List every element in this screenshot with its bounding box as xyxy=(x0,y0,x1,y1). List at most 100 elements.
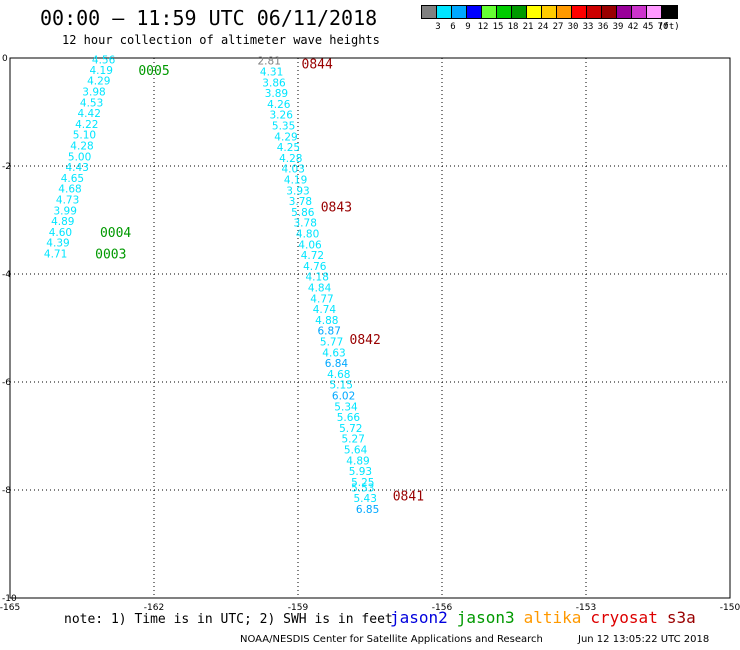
legend-label: 3 xyxy=(435,22,441,32)
y-tick-label: -4 xyxy=(2,270,11,280)
x-tick-label: -159 xyxy=(288,603,309,613)
legend-label: 39 xyxy=(612,22,624,32)
pass-time-label: 0003 xyxy=(95,247,126,262)
swh-point-label: 4.28 xyxy=(70,140,93,152)
legend-label: 33 xyxy=(582,22,594,32)
pass-time-label: 0004 xyxy=(100,226,131,241)
plot-frame xyxy=(9,57,731,599)
swh-point-label: 2.81 xyxy=(258,56,281,68)
pass-time-label: 0844 xyxy=(302,57,333,72)
swh-point-label: 3.99 xyxy=(54,205,77,217)
satellite-altika: altika xyxy=(523,608,582,627)
legend-label: 21 xyxy=(522,22,534,32)
pass-time-label: 0843 xyxy=(321,201,352,216)
swh-point-label: 4.22 xyxy=(75,119,98,131)
swh-point-label: 5.00 xyxy=(68,151,91,163)
legend-label: 36 xyxy=(597,22,609,32)
swh-point-label: 4.76 xyxy=(303,261,327,273)
x-tick-label: -153 xyxy=(576,603,596,613)
satellite-cryosat: cryosat xyxy=(590,608,658,627)
swh-point-label: 4.72 xyxy=(301,250,324,262)
swh-point-label: 4.84 xyxy=(308,283,332,295)
generation-timestamp: Jun 12 13:05:22 UTC 2018 xyxy=(578,634,710,645)
x-tick-label: -150 xyxy=(720,603,740,613)
swh-point-label: 4.26 xyxy=(267,99,291,111)
satellite-jason2: jason2 xyxy=(390,608,448,627)
swh-point-label: 4.89 xyxy=(51,216,74,228)
units-note: note: 1) Time is in UTC; 2) SWH is in fe… xyxy=(64,612,393,627)
swh-point-label: 3.93 xyxy=(286,185,309,197)
swh-point-label: 5.10 xyxy=(73,130,96,142)
swh-point-label: 4.39 xyxy=(46,238,69,250)
y-tick-label: -6 xyxy=(2,378,11,388)
swh-point-label: 4.77 xyxy=(310,293,333,305)
legend-label: 12 xyxy=(477,22,489,32)
swh-point-label: 5.64 xyxy=(344,445,368,457)
swh-point-label: 5.72 xyxy=(339,423,362,435)
chart-title: 00:00 – 11:59 UTC 06/11/2018 xyxy=(40,6,378,30)
y-tick-label: 0 xyxy=(2,54,8,64)
x-tick-label: -156 xyxy=(432,603,453,613)
swh-point-label: 5.66 xyxy=(337,412,361,424)
legend-label: 27 xyxy=(552,22,564,32)
swh-point-label: 5.35 xyxy=(272,121,295,133)
swh-point-label: 6.85 xyxy=(356,504,379,516)
swh-point-label: 4.74 xyxy=(313,304,337,316)
swh-point-label: 3.98 xyxy=(82,86,105,98)
swh-point-label: 4.89 xyxy=(346,455,369,467)
swh-point-label: 4.65 xyxy=(61,173,84,185)
swh-point-label: 5.27 xyxy=(342,434,365,446)
swh-point-label: 3.26 xyxy=(270,110,294,122)
pass-time-label: 0841 xyxy=(393,489,424,504)
satellite-s3a: s3a xyxy=(666,608,696,627)
swh-point-label: 5.43 xyxy=(354,493,377,505)
swh-point-label: 4.29 xyxy=(274,131,297,143)
swh-point-label: 5.34 xyxy=(334,401,358,413)
swh-point-label: 4.03 xyxy=(282,164,305,176)
legend-label: 15 xyxy=(492,22,504,32)
swh-point-label: 4.28 xyxy=(279,153,302,165)
swh-point-label: 4.71 xyxy=(44,248,67,260)
legend-label: 42 xyxy=(627,22,639,32)
legend-unit: (ft) xyxy=(658,22,680,32)
swh-point-label: 4.42 xyxy=(78,108,101,120)
axis-ticks: -165 -162 -159 -156 -153 -150 0 -2 -4 -6 -8 -10 xyxy=(0,54,740,613)
satellite-legend: jason2 jason3 altika cryosat s3a xyxy=(390,608,705,627)
swh-point-label: 4.68 xyxy=(58,184,81,196)
legend-label: 70 xyxy=(657,22,669,32)
swh-point-label: 4.19 xyxy=(90,65,113,77)
legend-label: 18 xyxy=(507,22,519,32)
swh-point-label: 5.53 xyxy=(351,482,374,494)
legend-label: 45 xyxy=(642,22,654,32)
swh-point-label: 3.78 xyxy=(289,196,312,208)
legend-label: 24 xyxy=(537,22,549,32)
swh-point-label: 4.73 xyxy=(56,194,79,206)
legend-swatch xyxy=(661,5,678,19)
x-tick-label: -165 xyxy=(0,603,20,613)
swh-point-label: 4.53 xyxy=(80,97,103,109)
legend-label: 30 xyxy=(567,22,579,32)
swh-point-label: 3.89 xyxy=(265,88,288,100)
swh-point-label: 4.56 xyxy=(92,55,116,67)
legend-label: 6 xyxy=(450,22,456,32)
swh-point-label: 4.63 xyxy=(322,347,345,359)
swh-point-label: 4.29 xyxy=(87,76,110,88)
swh-point-label: 3.78 xyxy=(294,218,317,230)
x-tick-label: -162 xyxy=(144,603,164,613)
swh-point-label: 4.60 xyxy=(49,227,72,239)
satellite-jason3: jason3 xyxy=(456,608,515,627)
swh-point-label: 5.93 xyxy=(349,466,372,478)
swh-point-label: 4.31 xyxy=(260,67,283,79)
swh-point-label: 6.87 xyxy=(318,326,341,338)
legend-label: 9 xyxy=(465,22,471,32)
swh-point-label: 6.84 xyxy=(325,358,349,370)
chart-subtitle: 12 hour collection of altimeter wave hei… xyxy=(62,33,380,47)
swh-point-label: 5.15 xyxy=(330,380,353,392)
swh-point-label: 4.19 xyxy=(284,175,307,187)
y-tick-label: -8 xyxy=(2,486,11,496)
swh-point-label: 4.25 xyxy=(277,142,300,154)
pass-time-label: 0842 xyxy=(350,333,381,348)
swh-point-label: 4.68 xyxy=(327,369,350,381)
swh-point-label: 4.80 xyxy=(296,229,319,241)
